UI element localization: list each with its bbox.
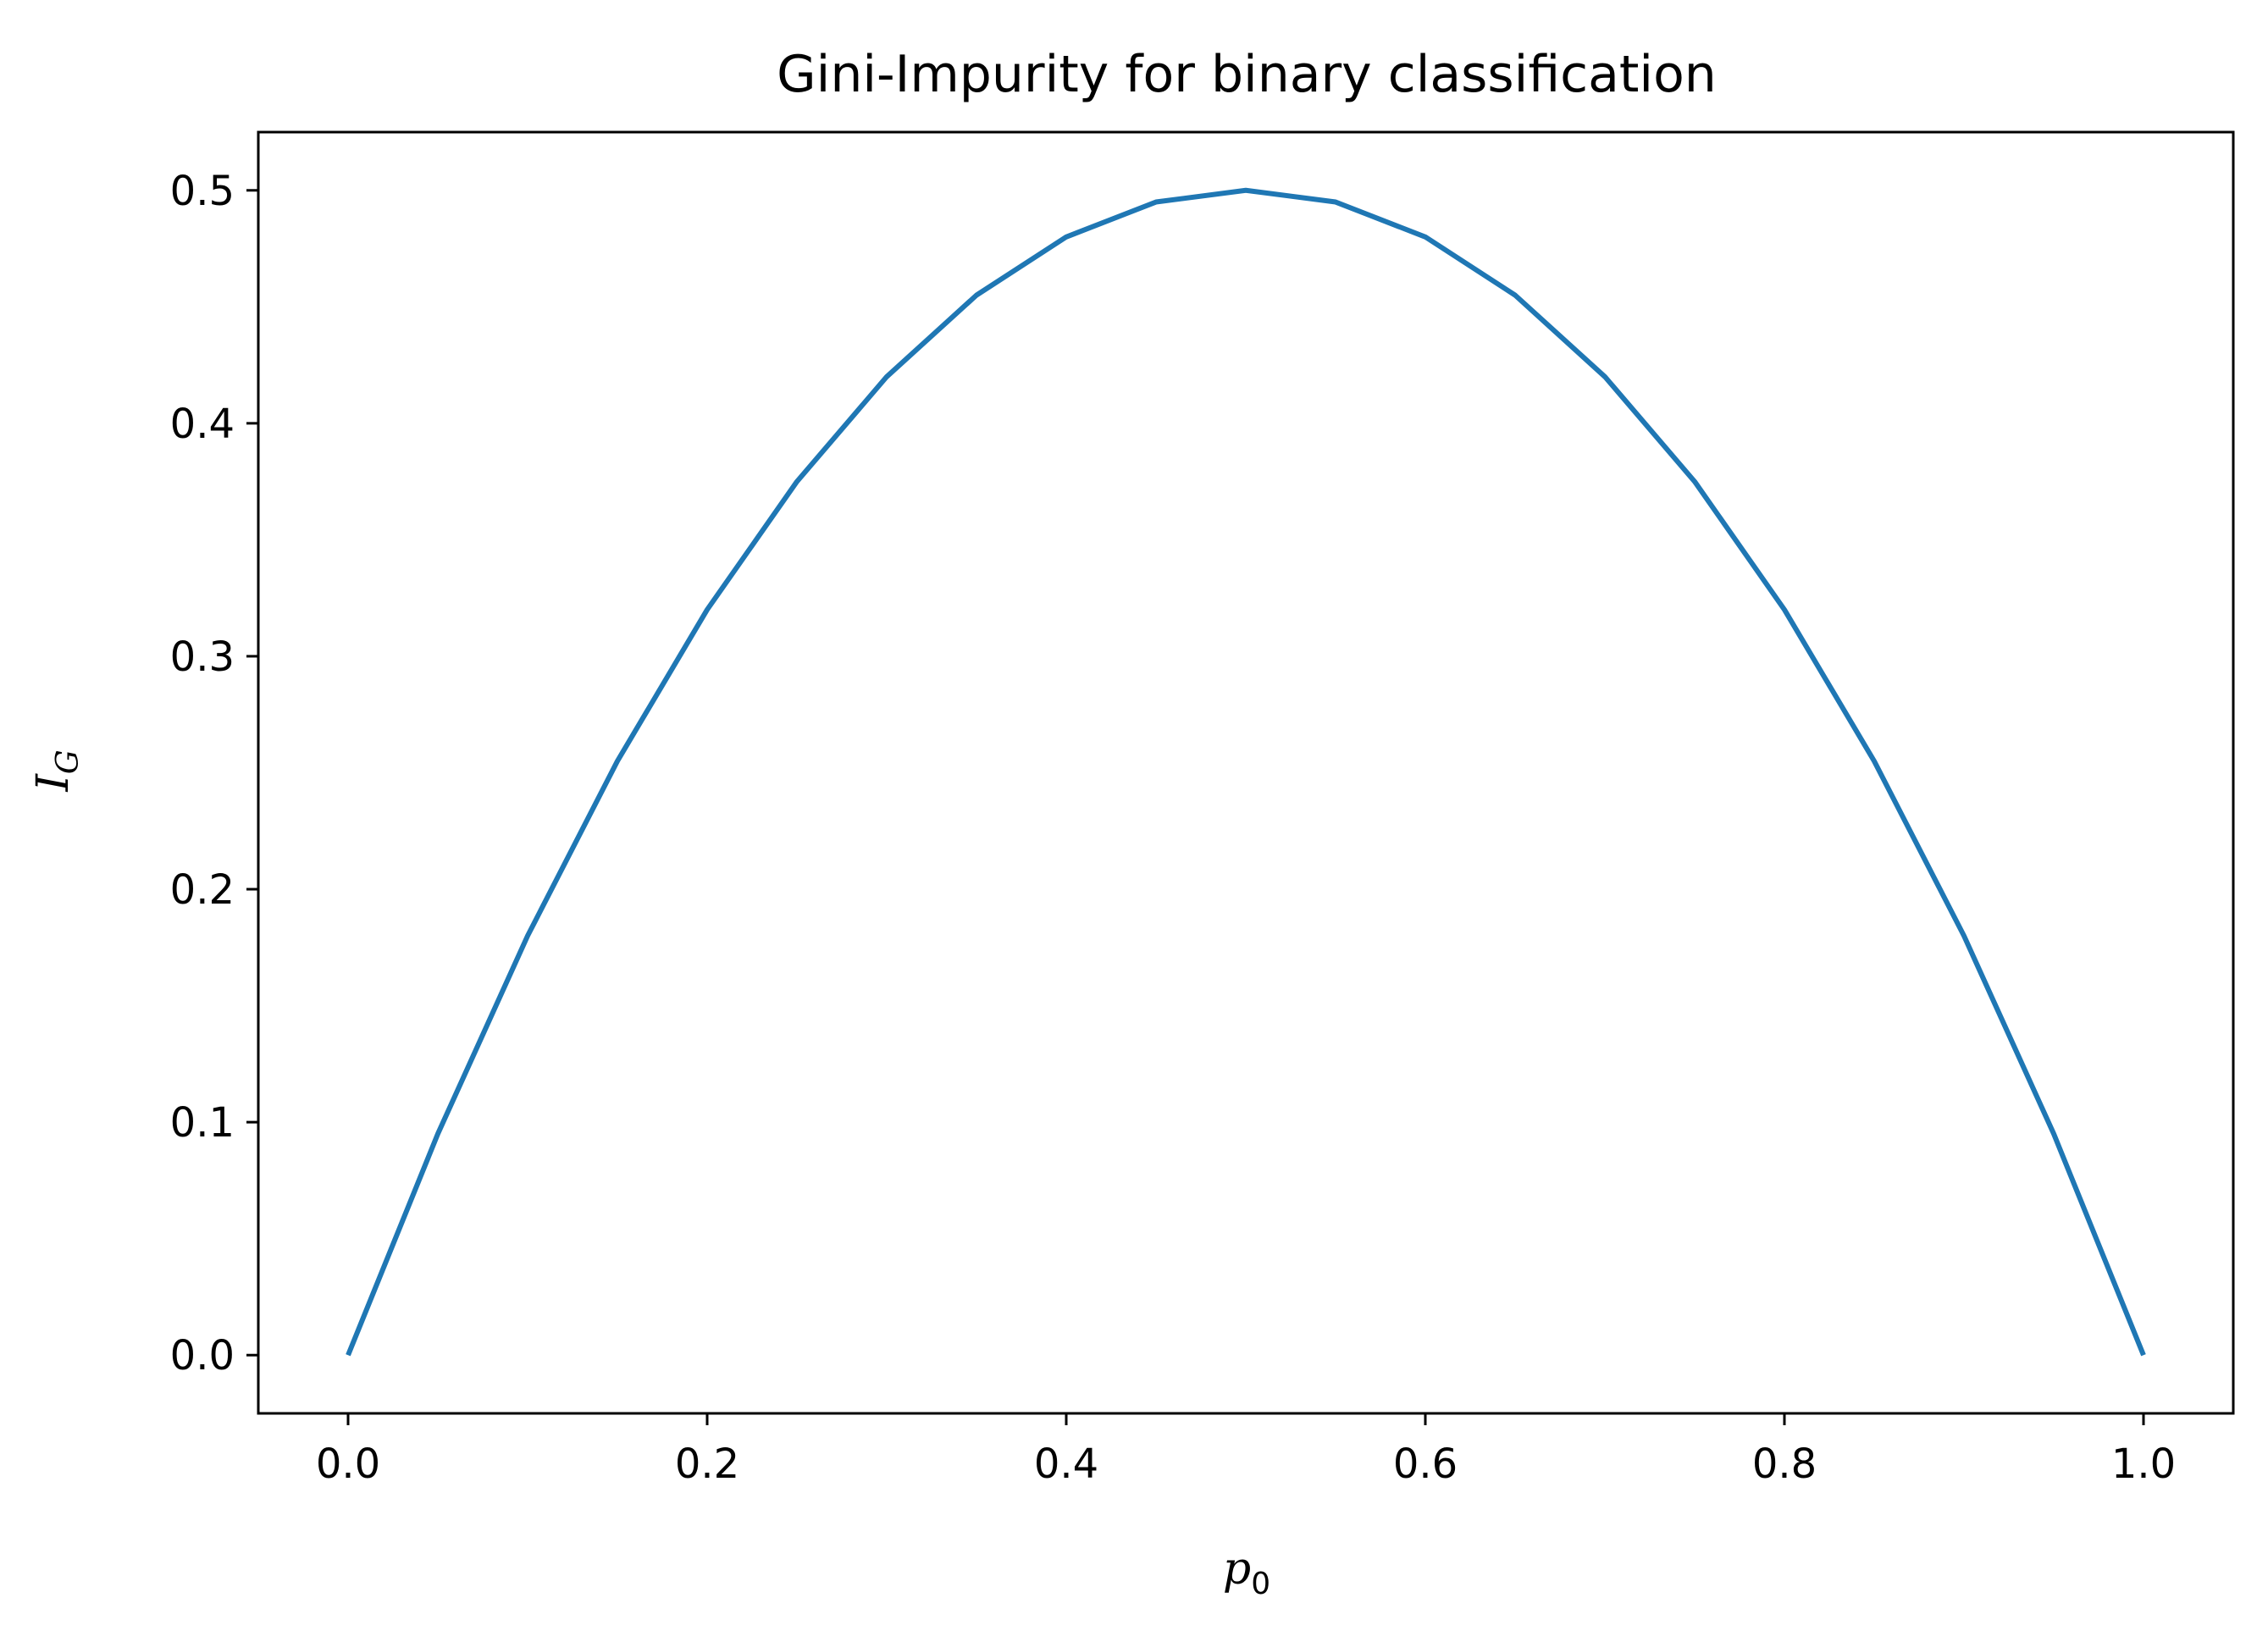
x-axis-ticks: 0.0 0.2 0.4 0.6 0.8 1.0 bbox=[316, 1413, 2176, 1488]
y-axis-label-main: I bbox=[28, 773, 79, 793]
x-tick-label: 0.4 bbox=[1034, 1440, 1098, 1488]
plot-area bbox=[346, 187, 2146, 1357]
y-tick-label: 0.2 bbox=[170, 866, 235, 914]
x-axis-label-subscript: 0 bbox=[1251, 1567, 1270, 1601]
x-tick-label: 0.6 bbox=[1393, 1440, 1458, 1488]
x-axis-label-main: p bbox=[1223, 1544, 1251, 1595]
x-axis-label: p0 bbox=[1223, 1544, 1270, 1601]
y-tick-label: 0.0 bbox=[170, 1332, 235, 1379]
chart-title: Gini-Impurity for binary classification bbox=[777, 45, 1717, 104]
series-line bbox=[346, 187, 2146, 1357]
x-tick-label: 0.8 bbox=[1752, 1440, 1817, 1488]
x-tick-label: 0.2 bbox=[675, 1440, 739, 1488]
x-tick-label: 1.0 bbox=[2111, 1440, 2176, 1488]
y-tick-label: 0.3 bbox=[170, 633, 235, 681]
y-axis-ticks: 0.0 0.1 0.2 0.3 0.4 0.5 bbox=[170, 168, 258, 1379]
x-tick-label: 0.0 bbox=[316, 1440, 380, 1488]
y-tick-label: 0.1 bbox=[170, 1099, 235, 1147]
plot-frame bbox=[257, 130, 2235, 1415]
y-axis-label-subscript: G bbox=[51, 749, 86, 774]
y-tick-label: 0.4 bbox=[170, 401, 235, 448]
y-axis-label: IG bbox=[28, 749, 86, 792]
y-tick-label: 0.5 bbox=[170, 168, 235, 215]
